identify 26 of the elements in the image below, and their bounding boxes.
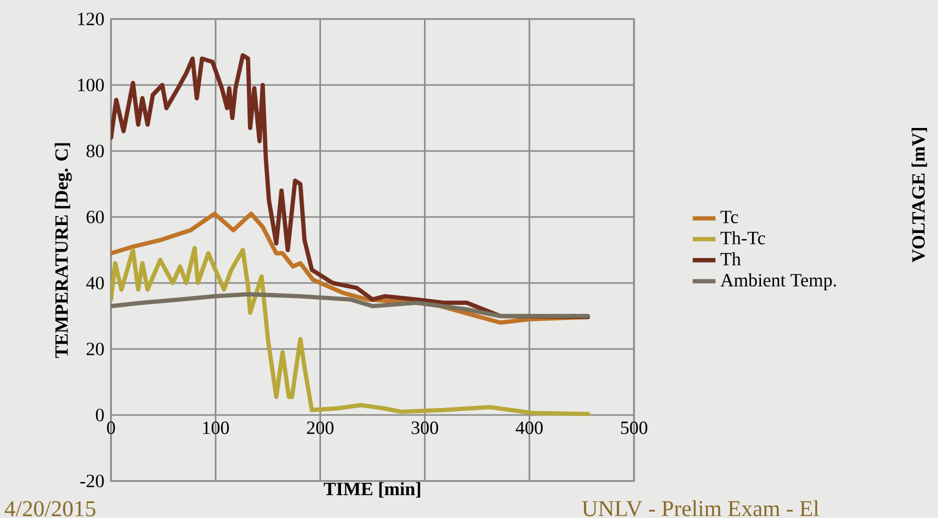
y-tick-label: 100: [78, 78, 104, 92]
x-tick-label: 400: [516, 421, 543, 434]
x-tick-label: 100: [203, 421, 229, 434]
y-axis-title: TEMPERATURE [Deg. C]: [54, 143, 72, 358]
y-tick-label: 40: [86, 276, 104, 290]
x-tick-label: 500: [621, 421, 648, 434]
x-tick-label: 300: [412, 421, 438, 434]
text: VOLTAGE [mV]: [912, 128, 928, 262]
x-axis-title: TIME [min]: [324, 482, 420, 498]
y-tick-label: 60: [86, 210, 104, 224]
y-tick-label: 80: [86, 144, 104, 158]
legend-label: Th: [720, 252, 741, 266]
y-tick-label: 120: [78, 12, 104, 26]
legend-label: Tc: [720, 210, 738, 224]
y-tick-label: 20: [86, 342, 104, 356]
line-series: [111, 246, 590, 416]
legend-label: Ambient Temp.: [720, 273, 836, 290]
text: 4/20/2015: [4, 501, 96, 516]
y-tick-label: 0: [96, 408, 104, 422]
y-tick-label: -20: [80, 474, 104, 488]
x-tick-label: 0: [107, 421, 115, 434]
x-tick-label: 200: [307, 421, 334, 434]
text: UNLV - Prelim Exam - El: [582, 500, 819, 516]
line-series: [111, 292, 590, 318]
line-series: [111, 53, 590, 320]
legend-label: Th-Tc: [720, 231, 766, 244]
